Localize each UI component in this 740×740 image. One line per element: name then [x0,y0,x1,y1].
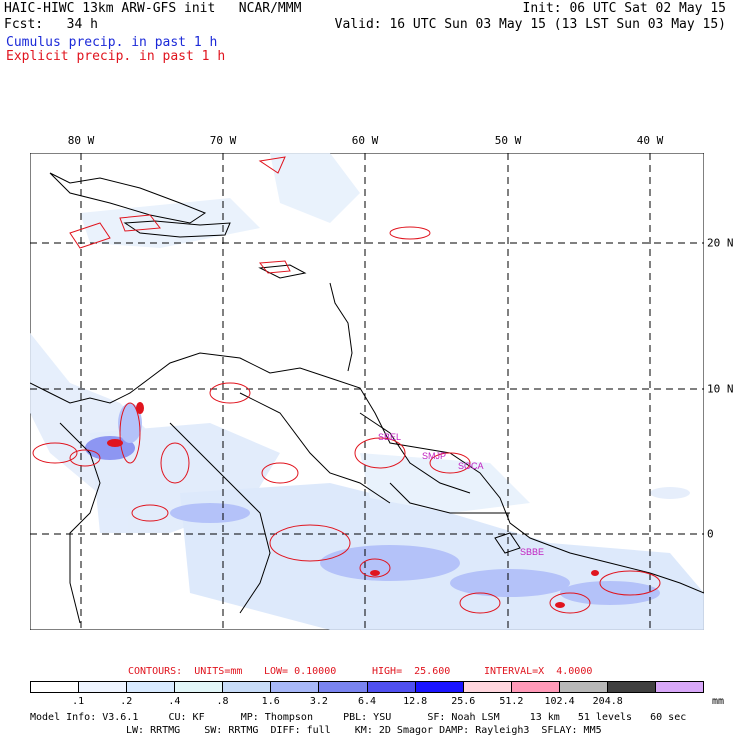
explicit-heavy [107,402,599,608]
colorbar-swatch [271,682,320,692]
colorbar-tick-label: .8 [216,696,229,707]
colorbar-tick-label: 25.6 [451,696,476,707]
colorbar-tick-label: .1 [72,696,85,707]
station-smjp: SMJP [422,451,446,461]
colorbar-swatch [175,682,224,692]
colorbar [30,681,704,693]
lon-label-80w: 80 W [67,134,95,147]
explicit-contours [32,156,661,614]
colorbar-tick-label: 3.2 [309,696,328,707]
explicit-legend: Explicit precip. in past 1 h [6,49,226,64]
colorbar-tick-label: 6.4 [357,696,377,707]
station-sbbe: SBBE [520,547,544,557]
contours-low: LOW= 0.10000 [264,666,337,677]
model-info-line1: Model Info: V3.6.1 CU: KF MP: Thompson P… [30,712,687,723]
station-labels: SBEL SMJP SOCA SBBE [378,432,544,557]
header-title: HAIC-HIWC 13km ARW-GFS init NCAR/MMM [4,1,302,16]
colorbar-tick-label: 12.8 [403,696,428,707]
precip-map: SBEL SMJP SOCA SBBE [30,153,704,630]
valid-time: Valid: 16 UTC Sun 03 May 15 (13 LST Sun … [334,17,726,32]
colorbar-swatch [319,682,368,692]
contours-units: CONTOURS: UNITS=mm [128,666,243,677]
coastlines [30,172,704,624]
init-time: Init: 06 UTC Sat 02 May 15 [522,1,727,16]
lon-label-60w: 60 W [351,134,379,147]
colorbar-swatch [607,682,657,692]
colorbar-swatch [31,682,80,692]
colorbar-tick-label: .2 [120,696,133,707]
lat-label-20n: 20 N [707,236,734,250]
colorbar-tick-label: 102.4 [544,696,575,707]
colorbar-tick-label: 51.2 [499,696,524,707]
model-info-line2: LW: RRTMG SW: RRTMG DIFF: full KM: 2D Sm… [126,725,602,736]
colorbar-unit: mm [712,696,725,707]
lat-label-10n: 10 N [707,382,734,396]
colorbar-swatch [656,682,704,692]
colorbar-tick-label: 204.8 [592,696,623,707]
colorbar-swatch [223,682,272,692]
forecast-hour: Fcst: 34 h [4,17,98,32]
station-soca: SOCA [458,461,484,471]
station-sbel: SBEL [378,432,401,442]
lon-label-40w: 40 W [636,134,664,147]
colorbar-tick-label: .4 [168,696,181,707]
contours-high: HIGH= 25.600 [372,666,451,677]
colorbar-swatch [559,682,608,692]
colorbar-swatch [127,682,176,692]
cumulus-legend: Cumulus precip. in past 1 h [6,35,218,50]
colorbar-tick-label: 1.6 [261,696,280,707]
lon-label-70w: 70 W [209,134,237,147]
lon-label-50w: 50 W [494,134,522,147]
colorbar-swatch [79,682,128,692]
colorbar-swatch [367,682,416,692]
lat-label-0: 0 [707,527,714,541]
contours-interval: INTERVAL=X 4.0000 [484,666,593,677]
colorbar-swatch [415,682,464,692]
colorbar-swatch [511,682,560,692]
colorbar-swatch [463,682,512,692]
grid-lines [30,153,704,630]
